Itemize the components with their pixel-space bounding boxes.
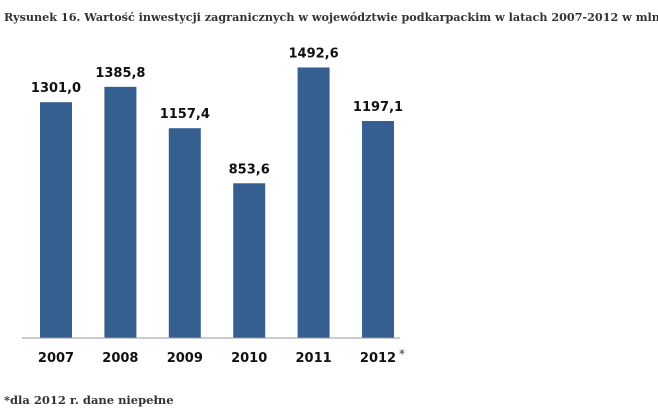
category-label-2008: 2008 [102,351,138,366]
category-label-2012: 2012 [360,351,396,366]
category-label-2010: 2010 [231,351,267,366]
value-label-2010: 853,6 [229,162,270,177]
bar-2010 [233,183,266,338]
footnote: *dla 2012 r. dane niepełne [4,393,174,407]
bar-2011 [297,67,330,338]
bar-2007 [40,102,72,338]
bar-2012 [362,121,394,338]
value-label-2007: 1301,0 [31,81,81,96]
bars-group [40,67,394,338]
footnote-marker-2012: * [399,347,405,361]
value-label-2011: 1492,6 [289,46,339,61]
value-label-2008: 1385,8 [95,66,145,81]
bar-chart: 1301,0 2007 1385,8 2008 1157,4 2009 853,6 2010 1… [22,46,405,366]
category-label-2009: 2009 [167,351,203,366]
category-label-2007: 2007 [38,351,74,366]
figure-title: Rysunek 16. Wartość inwestycji zagranicz… [4,10,658,24]
labels-group: 1301,0 2007 1385,8 2008 1157,4 2009 853,6 2010 1… [31,46,405,366]
value-label-2012: 1197,1 [353,100,403,115]
category-label-2011: 2011 [296,351,332,366]
bar-2008 [104,86,137,338]
bar-2009 [168,128,201,338]
value-label-2009: 1157,4 [160,107,210,122]
